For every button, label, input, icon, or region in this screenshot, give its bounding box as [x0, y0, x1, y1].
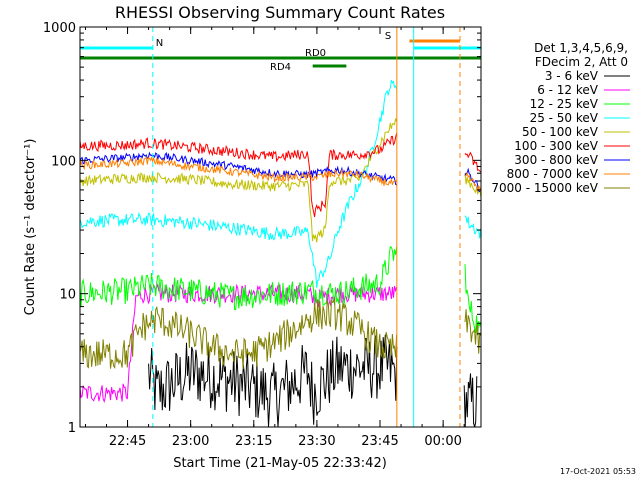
y-axis-label: Count Rate (s⁻¹ detector⁻¹): [23, 139, 38, 316]
x-tick-label-22-45: 22:45: [109, 434, 146, 449]
series-line-25-50-kev-1: [464, 215, 482, 239]
legend-label-100-300-kev: 100 - 300 keV: [514, 139, 598, 153]
legend-header: Det 1,3,4,5,6,9, FDecim 2, Att 0: [534, 41, 628, 69]
legend-label-7000-15000-kev: 7000 - 15000 keV: [491, 181, 598, 195]
y-tick-label-100: 100: [51, 154, 76, 169]
legend-label-6-12-kev: 6 - 12 keV: [537, 83, 599, 97]
y-tick-label-10: 10: [59, 288, 76, 303]
plot-frame: [79, 26, 482, 428]
legend-label-50-100-kev: 50 - 100 keV: [522, 125, 599, 139]
x-tick-label-23-15: 23:15: [235, 434, 272, 449]
x-tick-label-23-30: 23:30: [298, 434, 335, 449]
series-line-6-12-kev-0: [79, 282, 398, 404]
legend-label-25-50-kev: 25 - 50 keV: [530, 111, 599, 125]
state-flags: N S RD0 RD4: [80, 31, 481, 73]
flag-label-rd0: RD0: [305, 48, 326, 59]
legend-label-300-800-kev: 300 - 800 keV: [514, 153, 598, 167]
series-line-300-800-kev-0: [79, 151, 397, 186]
legend-label-12-25-kev: 12 - 25 keV: [530, 97, 599, 111]
y-tick-label-1: 1: [68, 421, 76, 436]
event-lines: [152, 27, 482, 427]
series-line-7000-15000-kev-1: [464, 309, 482, 354]
flag-label-n: N: [156, 38, 163, 49]
x-tick-label-00-00: 00:00: [424, 434, 461, 449]
legend-header-line-2: FDecim 2, Att 0: [535, 55, 628, 69]
series-line-3-6-kev-0: [148, 334, 398, 427]
flag-label-s: S: [385, 31, 391, 42]
x-tick-label-23-00: 23:00: [172, 434, 209, 449]
generated-timestamp: 17-Oct-2021 05:53: [560, 467, 636, 476]
series-line-12-25-kev-0: [79, 246, 398, 311]
legend-header-line-1: Det 1,3,4,5,6,9,: [534, 41, 628, 55]
series-line-800-7000-kev-1: [464, 171, 482, 193]
y-axis-ticks: 1 10 100 1000: [43, 21, 481, 436]
series-line-800-7000-kev-0: [79, 156, 397, 186]
x-axis-ticks: 22:45 23:00 23:15 23:30 23:45 00:00: [84, 27, 465, 449]
flag-label-rd4: RD4: [270, 62, 291, 73]
series-line-3-6-kev-1: [463, 373, 478, 428]
x-tick-label-23-45: 23:45: [361, 434, 398, 449]
series-line-100-300-kev-0: [79, 133, 398, 218]
series-line-100-300-kev-1: [464, 151, 482, 173]
y-tick-label-1000: 1000: [43, 21, 76, 36]
series-line-7000-15000-kev-0: [79, 297, 398, 370]
x-axis-label: Start Time (21-May-05 22:33:42): [173, 456, 387, 471]
series-line-50-100-kev-0: [79, 118, 398, 243]
chart-title: RHESSI Observing Summary Count Rates: [115, 3, 445, 22]
series-line-50-100-kev-1: [464, 172, 482, 197]
legend-label-3-6-kev: 3 - 6 keV: [545, 69, 599, 83]
series-line-25-50-kev-0: [79, 80, 398, 288]
series-lines: [79, 80, 482, 428]
legend-label-800-7000-kev: 800 - 7000 keV: [507, 167, 599, 181]
